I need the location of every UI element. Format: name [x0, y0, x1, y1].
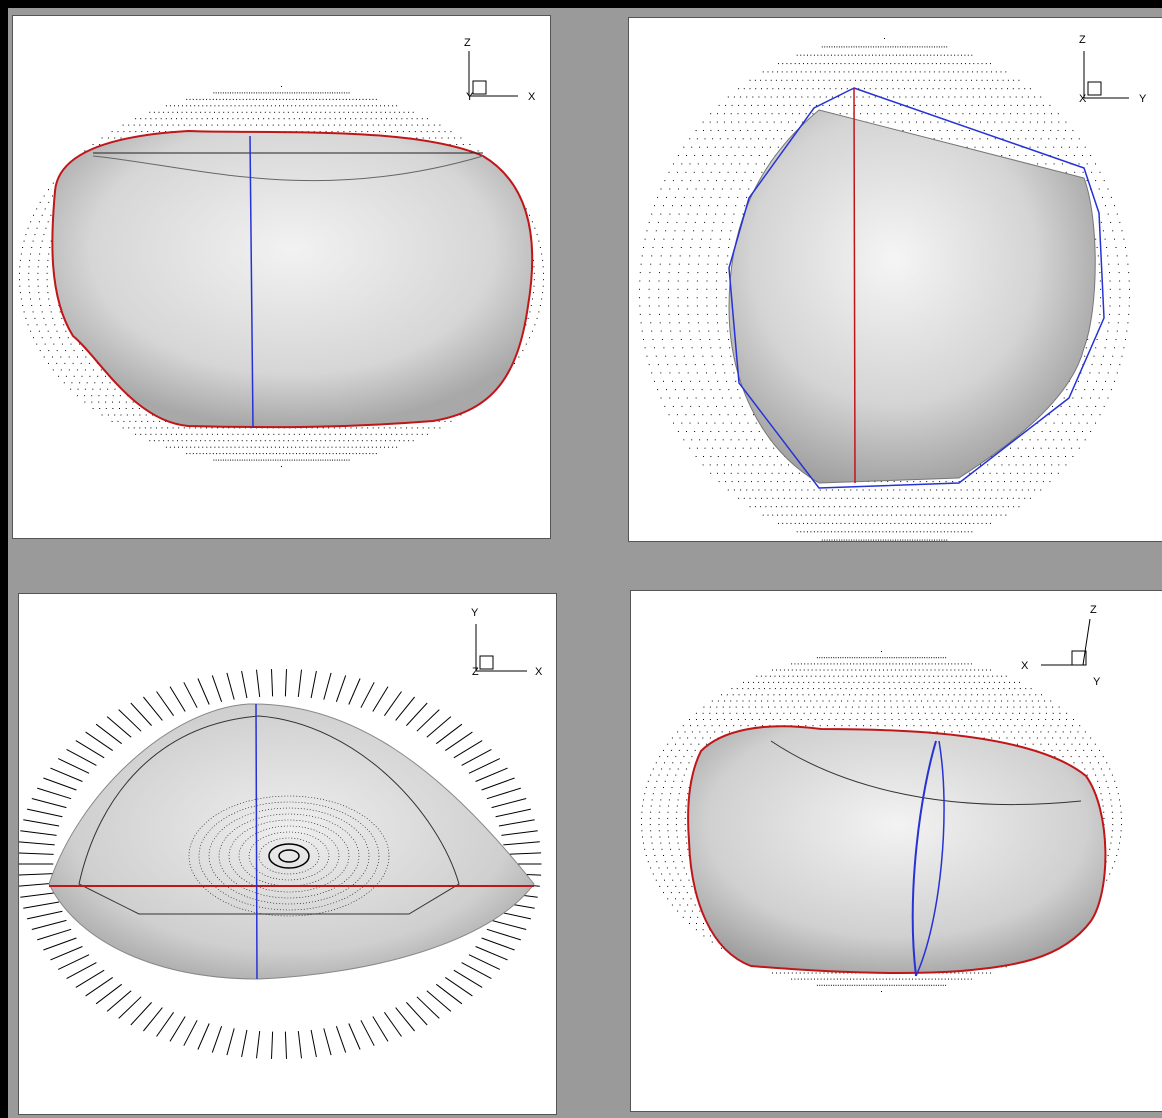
inner-contour — [78, 715, 460, 915]
red-axis-line — [853, 87, 856, 484]
axis-triad: Z X Y — [1021, 604, 1101, 688]
yz-view-figure: Z Y X — [639, 34, 1147, 541]
concentric-rings — [188, 795, 390, 917]
blue-axis-line — [255, 703, 258, 980]
body-surface — [51, 129, 534, 429]
panel-xy-view: Y X Z — [18, 593, 557, 1115]
blue-ring-back — [915, 740, 945, 977]
inner-contour — [770, 740, 1082, 806]
panel-xz-view: Z X Y — [12, 15, 551, 539]
axis-label-depth: X — [1079, 93, 1087, 105]
xy-view-figure: Y X Z — [19, 607, 543, 1059]
axis-triad: Z Y X — [1079, 34, 1147, 105]
axis-label-depth: Y — [466, 91, 474, 103]
body-surface — [728, 109, 1096, 484]
axis-label-horizontal: Y — [1139, 93, 1147, 105]
axis-label-depth: Z — [472, 666, 479, 678]
blue-ring-front — [911, 740, 937, 977]
axis-label-depth: Y — [1093, 676, 1101, 688]
axis-triad: Z X Y — [464, 37, 536, 103]
axis-label-vertical: Y — [471, 607, 479, 619]
blue-axis-line — [249, 135, 254, 429]
axis-label-horizontal: X — [1021, 660, 1029, 672]
axis-triad: Y X Z — [471, 607, 543, 678]
axis-label-vertical: Z — [1090, 604, 1097, 616]
panel-iso-view: Z X Y — [630, 590, 1162, 1112]
body-surface — [48, 703, 535, 980]
panel-yz-view: Z Y X — [628, 17, 1162, 542]
body-upper-edge — [92, 155, 484, 182]
iso-view-figure: Z X Y — [641, 604, 1122, 992]
axis-label-vertical: Z — [1079, 34, 1086, 46]
body-surface — [687, 725, 1107, 975]
xz-view-figure: Z X Y — [19, 37, 544, 467]
axis-label-vertical: Z — [464, 37, 471, 49]
blue-outline — [728, 87, 1105, 489]
axis-label-horizontal: X — [535, 666, 543, 678]
axis-label-horizontal: X — [528, 91, 536, 103]
